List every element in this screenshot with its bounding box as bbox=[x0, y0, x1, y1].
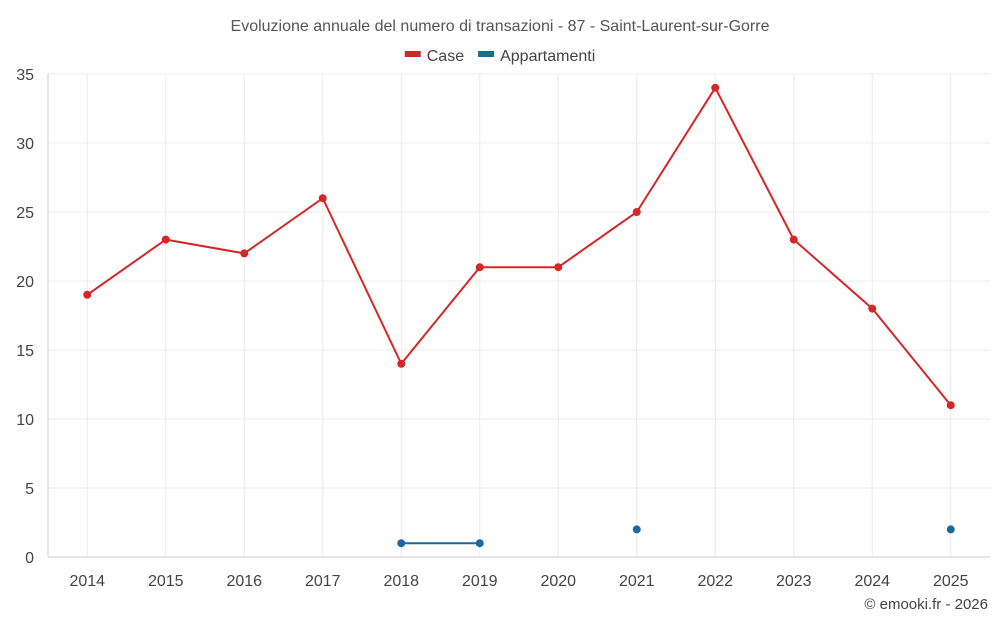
series-line-case bbox=[86, 85, 952, 406]
data-point-appartamenti[interactable] bbox=[946, 525, 955, 534]
y-tick-label: 35 bbox=[16, 67, 34, 84]
credit-text: © emooki.fr - 2026 bbox=[864, 596, 988, 613]
data-point-appartamenti[interactable] bbox=[475, 539, 484, 548]
data-point-case[interactable] bbox=[868, 304, 877, 313]
x-tick-label: 2023 bbox=[776, 573, 812, 590]
y-tick-label: 10 bbox=[16, 412, 34, 429]
data-point-case[interactable] bbox=[475, 263, 484, 272]
data-point-appartamenti[interactable] bbox=[632, 525, 641, 534]
x-tick-label: 2019 bbox=[462, 573, 498, 590]
x-tick-label: 2022 bbox=[697, 573, 733, 590]
x-tick-label: 2017 bbox=[305, 573, 341, 590]
x-tick-label: 2021 bbox=[619, 573, 655, 590]
y-tick-label: 15 bbox=[16, 343, 34, 360]
x-tick-label: 2018 bbox=[383, 573, 419, 590]
legend-label[interactable]: Case bbox=[427, 48, 464, 65]
data-point-case[interactable] bbox=[161, 235, 170, 244]
legend-swatch[interactable] bbox=[478, 51, 495, 57]
data-point-appartamenti[interactable] bbox=[397, 539, 406, 548]
data-point-case[interactable] bbox=[397, 359, 406, 368]
x-tick-label: 2015 bbox=[148, 573, 184, 590]
x-tick-label: 2024 bbox=[854, 573, 890, 590]
y-tick-label: 5 bbox=[25, 481, 34, 498]
legend: Case Appartamenti bbox=[404, 48, 595, 65]
y-tick-label: 0 bbox=[25, 550, 34, 567]
data-point-case[interactable] bbox=[318, 194, 327, 203]
x-tick-label: 2016 bbox=[226, 573, 262, 590]
chart-title: Evoluzione annuale del numero di transaz… bbox=[231, 18, 770, 35]
legend-label[interactable]: Appartamenti bbox=[500, 48, 595, 65]
x-tick-label: 2020 bbox=[540, 573, 576, 590]
y-tick-label: 25 bbox=[16, 205, 34, 222]
y-tick-label: 30 bbox=[16, 136, 34, 153]
legend-swatch[interactable] bbox=[404, 51, 421, 57]
series-layer bbox=[83, 83, 955, 548]
data-point-case[interactable] bbox=[789, 235, 798, 244]
data-point-case[interactable] bbox=[83, 290, 92, 299]
data-point-case[interactable] bbox=[632, 208, 641, 216]
y-tick-label: 20 bbox=[16, 274, 34, 291]
x-tick-label: 2014 bbox=[69, 573, 105, 590]
data-point-case[interactable] bbox=[946, 401, 955, 410]
grid bbox=[48, 73, 990, 557]
data-point-case[interactable] bbox=[240, 249, 249, 258]
data-point-case[interactable] bbox=[554, 263, 563, 272]
data-point-case[interactable] bbox=[711, 83, 720, 92]
x-tick-label: 2025 bbox=[933, 573, 969, 590]
